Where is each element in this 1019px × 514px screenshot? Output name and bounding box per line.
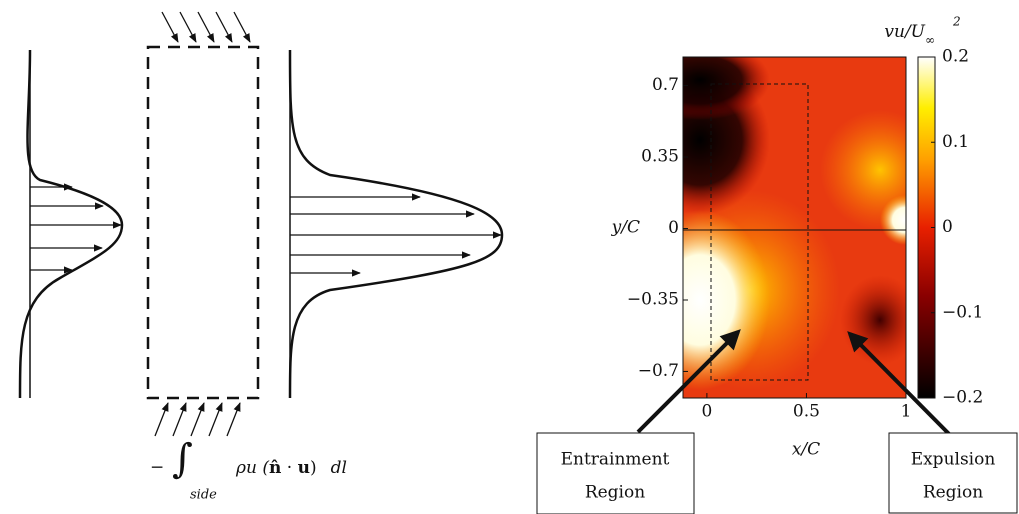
y-tick-label: −0.35 [627, 289, 679, 309]
colorbar-title-sup: 2 [952, 15, 961, 29]
colorbar-tick-label: 0.1 [942, 132, 969, 152]
y-axis-label: y/C [611, 218, 640, 238]
colorbar-title-sub: ∞ [925, 33, 935, 47]
formula-nhat: n̂ [269, 458, 281, 478]
x-tick-label: 1 [901, 402, 912, 422]
formula: − ∫ side ρu (n̂ · u) dl [150, 436, 347, 503]
formula-body: ρu (n̂ · u) dl [235, 458, 347, 478]
y-tick-label: 0 [668, 218, 679, 238]
formula-dl: dl [331, 458, 347, 478]
formula-dot: · [281, 458, 297, 478]
colorbar-tick-label: 0.2 [942, 47, 969, 67]
formula-integral: ∫ [172, 436, 193, 482]
colorbar-title-base: vu/U [884, 22, 925, 42]
y-tick-label: −0.7 [638, 361, 679, 381]
annotation-text: Region [585, 483, 645, 503]
colorbar-tick-label: 0 [942, 217, 953, 237]
figure: − ∫ side ρu (n̂ · u) dl y/C x/C vu/U∞ 2 E… [0, 0, 1019, 514]
y-tick-label: 0.35 [641, 147, 679, 167]
formula-close: ) [310, 458, 317, 478]
formula-sign: − [150, 458, 164, 478]
colorbar-title: vu/U∞ [884, 22, 935, 47]
formula-subscript: side [190, 488, 217, 503]
annotation-text: Entrainment [561, 450, 670, 470]
formula-body-start: ρu ( [235, 458, 269, 478]
x-tick-label: 0.5 [793, 402, 820, 422]
annotation-text: Expulsion [911, 450, 996, 470]
control-volume-diagram [20, 12, 502, 436]
formula-u: u [298, 458, 310, 478]
colorbar-tick-label: −0.2 [942, 388, 983, 408]
x-axis-label: x/C [792, 440, 820, 460]
y-tick-label: 0.7 [652, 75, 679, 95]
annotation-text: Region [923, 483, 983, 503]
colorbar-tick-label: −0.1 [942, 302, 983, 322]
x-tick-label: 0 [701, 402, 712, 422]
